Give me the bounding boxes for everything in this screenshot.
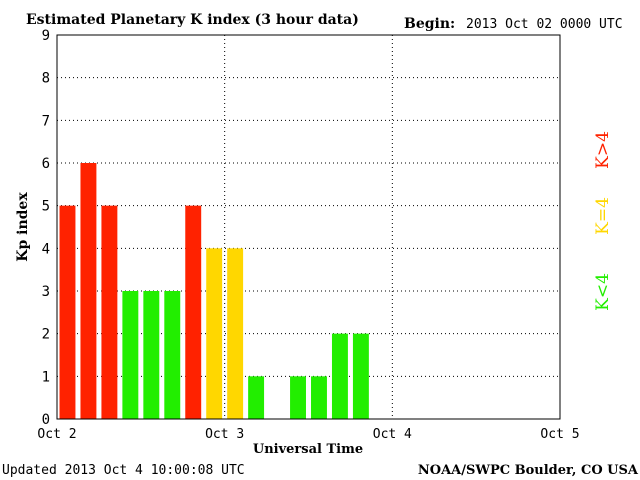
- bars-group: [59, 163, 369, 419]
- credit-text: NOAA/SWPC Boulder, CO USA: [418, 463, 639, 478]
- kp-bar: [290, 376, 306, 419]
- y-tick-label: 0: [42, 412, 50, 428]
- y-tick-label: 8: [42, 71, 50, 87]
- legend-quiet: K<4: [593, 273, 613, 311]
- legend-storm: K>4: [593, 131, 613, 169]
- kp-bar: [101, 205, 118, 419]
- begin-value: 2013 Oct 02 0000 UTC: [466, 17, 623, 32]
- y-tick-labels: 0 1 2 3 4 5 6 7 8 9: [42, 28, 50, 428]
- plot-frame: [56, 34, 561, 420]
- kp-bar: [164, 291, 181, 419]
- x-axis-label: Universal Time: [253, 442, 363, 457]
- y-tick-label: 5: [42, 199, 50, 215]
- x-tick-label: Oct 2: [37, 427, 76, 442]
- y-tick-label: 1: [42, 369, 50, 385]
- kp-bar: [331, 333, 348, 419]
- y-axis-label: Kp index: [15, 192, 31, 262]
- updated-timestamp: Updated 2013 Oct 4 10:00:08 UTC: [2, 463, 245, 478]
- y-tick-label: 2: [42, 327, 50, 343]
- kp-bar: [122, 291, 139, 419]
- kp-bar: [206, 248, 223, 419]
- legend-active: K=4: [593, 197, 613, 235]
- y-tick-label: 3: [42, 284, 50, 300]
- y-tick-label: 4: [42, 241, 50, 257]
- y-tick-label: 9: [42, 28, 50, 44]
- kp-bar: [80, 163, 97, 419]
- x-tick-labels: Oct 2 Oct 3 Oct 4 Oct 5: [37, 427, 579, 442]
- grid-lines: [57, 34, 560, 419]
- kp-bar: [352, 333, 369, 419]
- kp-bar: [311, 376, 327, 419]
- y-tick-label: 7: [42, 113, 50, 129]
- x-tick-label: Oct 3: [205, 427, 244, 442]
- chart-title: Estimated Planetary K index (3 hour data…: [26, 12, 359, 28]
- x-tick-label: Oct 4: [373, 427, 412, 442]
- x-tick-label: Oct 5: [540, 427, 579, 442]
- kp-bar: [185, 205, 202, 419]
- kp-bar: [143, 291, 160, 419]
- kp-bar: [59, 205, 76, 419]
- y-tick-label: 6: [42, 156, 50, 172]
- kp-bar: [227, 248, 244, 419]
- begin-label: Begin:: [404, 16, 455, 32]
- kp-bar: [248, 376, 265, 419]
